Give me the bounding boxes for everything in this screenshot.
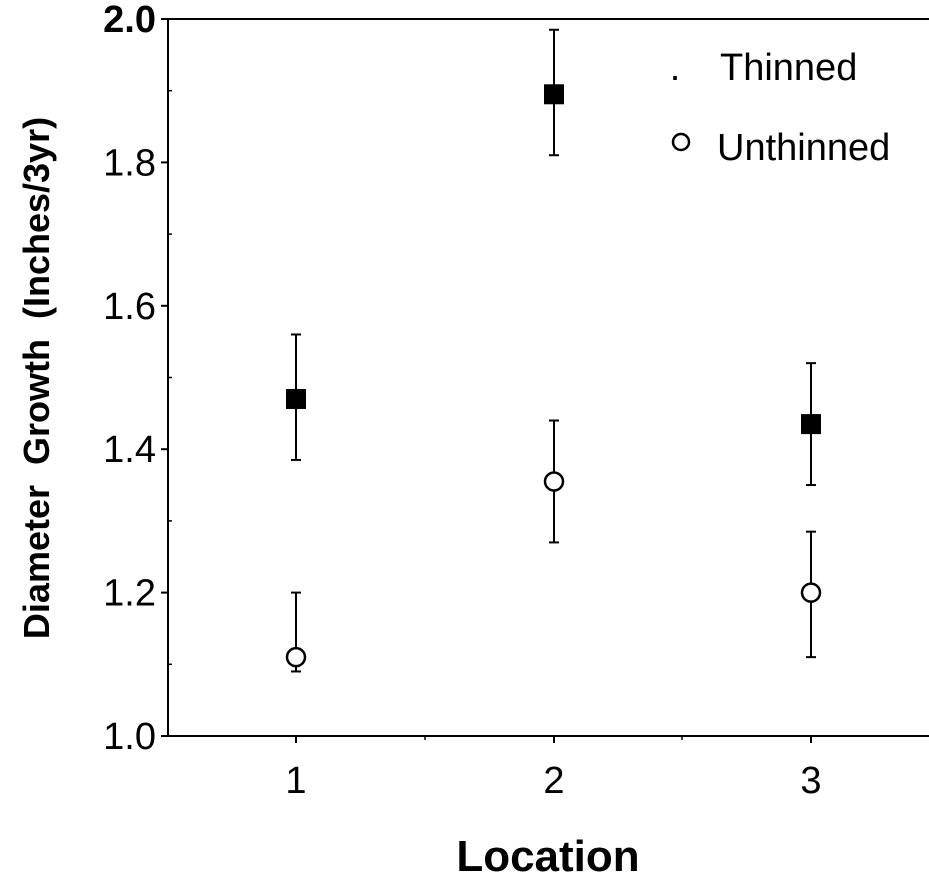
data-marks	[285, 28, 822, 673]
legend-thinned-label: Thinned	[720, 47, 857, 89]
y-tick-label: 1.2	[103, 573, 156, 615]
data-point-thinned	[544, 84, 564, 105]
y-tick-label: 2.0	[103, 0, 156, 41]
y-axis-title: Diameter Growth (Inches/3yr)	[16, 117, 57, 639]
data-point-unthinned	[285, 646, 307, 668]
data-point-thinned	[801, 414, 821, 435]
legend-unthinned-label: Unthinned	[717, 127, 890, 169]
legend-thinned-marker: .	[670, 47, 681, 89]
y-tick-label: 1.4	[103, 429, 156, 471]
legend: . Thinned Unthinned	[670, 47, 891, 169]
x-tick-label: 2	[543, 760, 564, 802]
data-point-thinned	[286, 389, 306, 410]
y-tick-label: 1.8	[103, 142, 156, 184]
y-ticks: 1.0 1.2 1.4 1.6 1.8 2.0	[103, 0, 172, 758]
series-thinned	[286, 28, 821, 487]
x-ticks: 1 2 3	[285, 736, 822, 802]
series-unthinned	[285, 419, 822, 673]
legend-unthinned-marker	[671, 132, 691, 152]
x-tick-label: 3	[800, 760, 821, 802]
x-axis-title: Location	[456, 832, 639, 872]
data-point-unthinned	[800, 582, 822, 603]
y-tick-label: 1.6	[103, 286, 156, 328]
data-point-unthinned	[543, 471, 565, 492]
y-tick-label: 1.0	[103, 716, 156, 758]
x-tick-label: 1	[285, 760, 306, 802]
